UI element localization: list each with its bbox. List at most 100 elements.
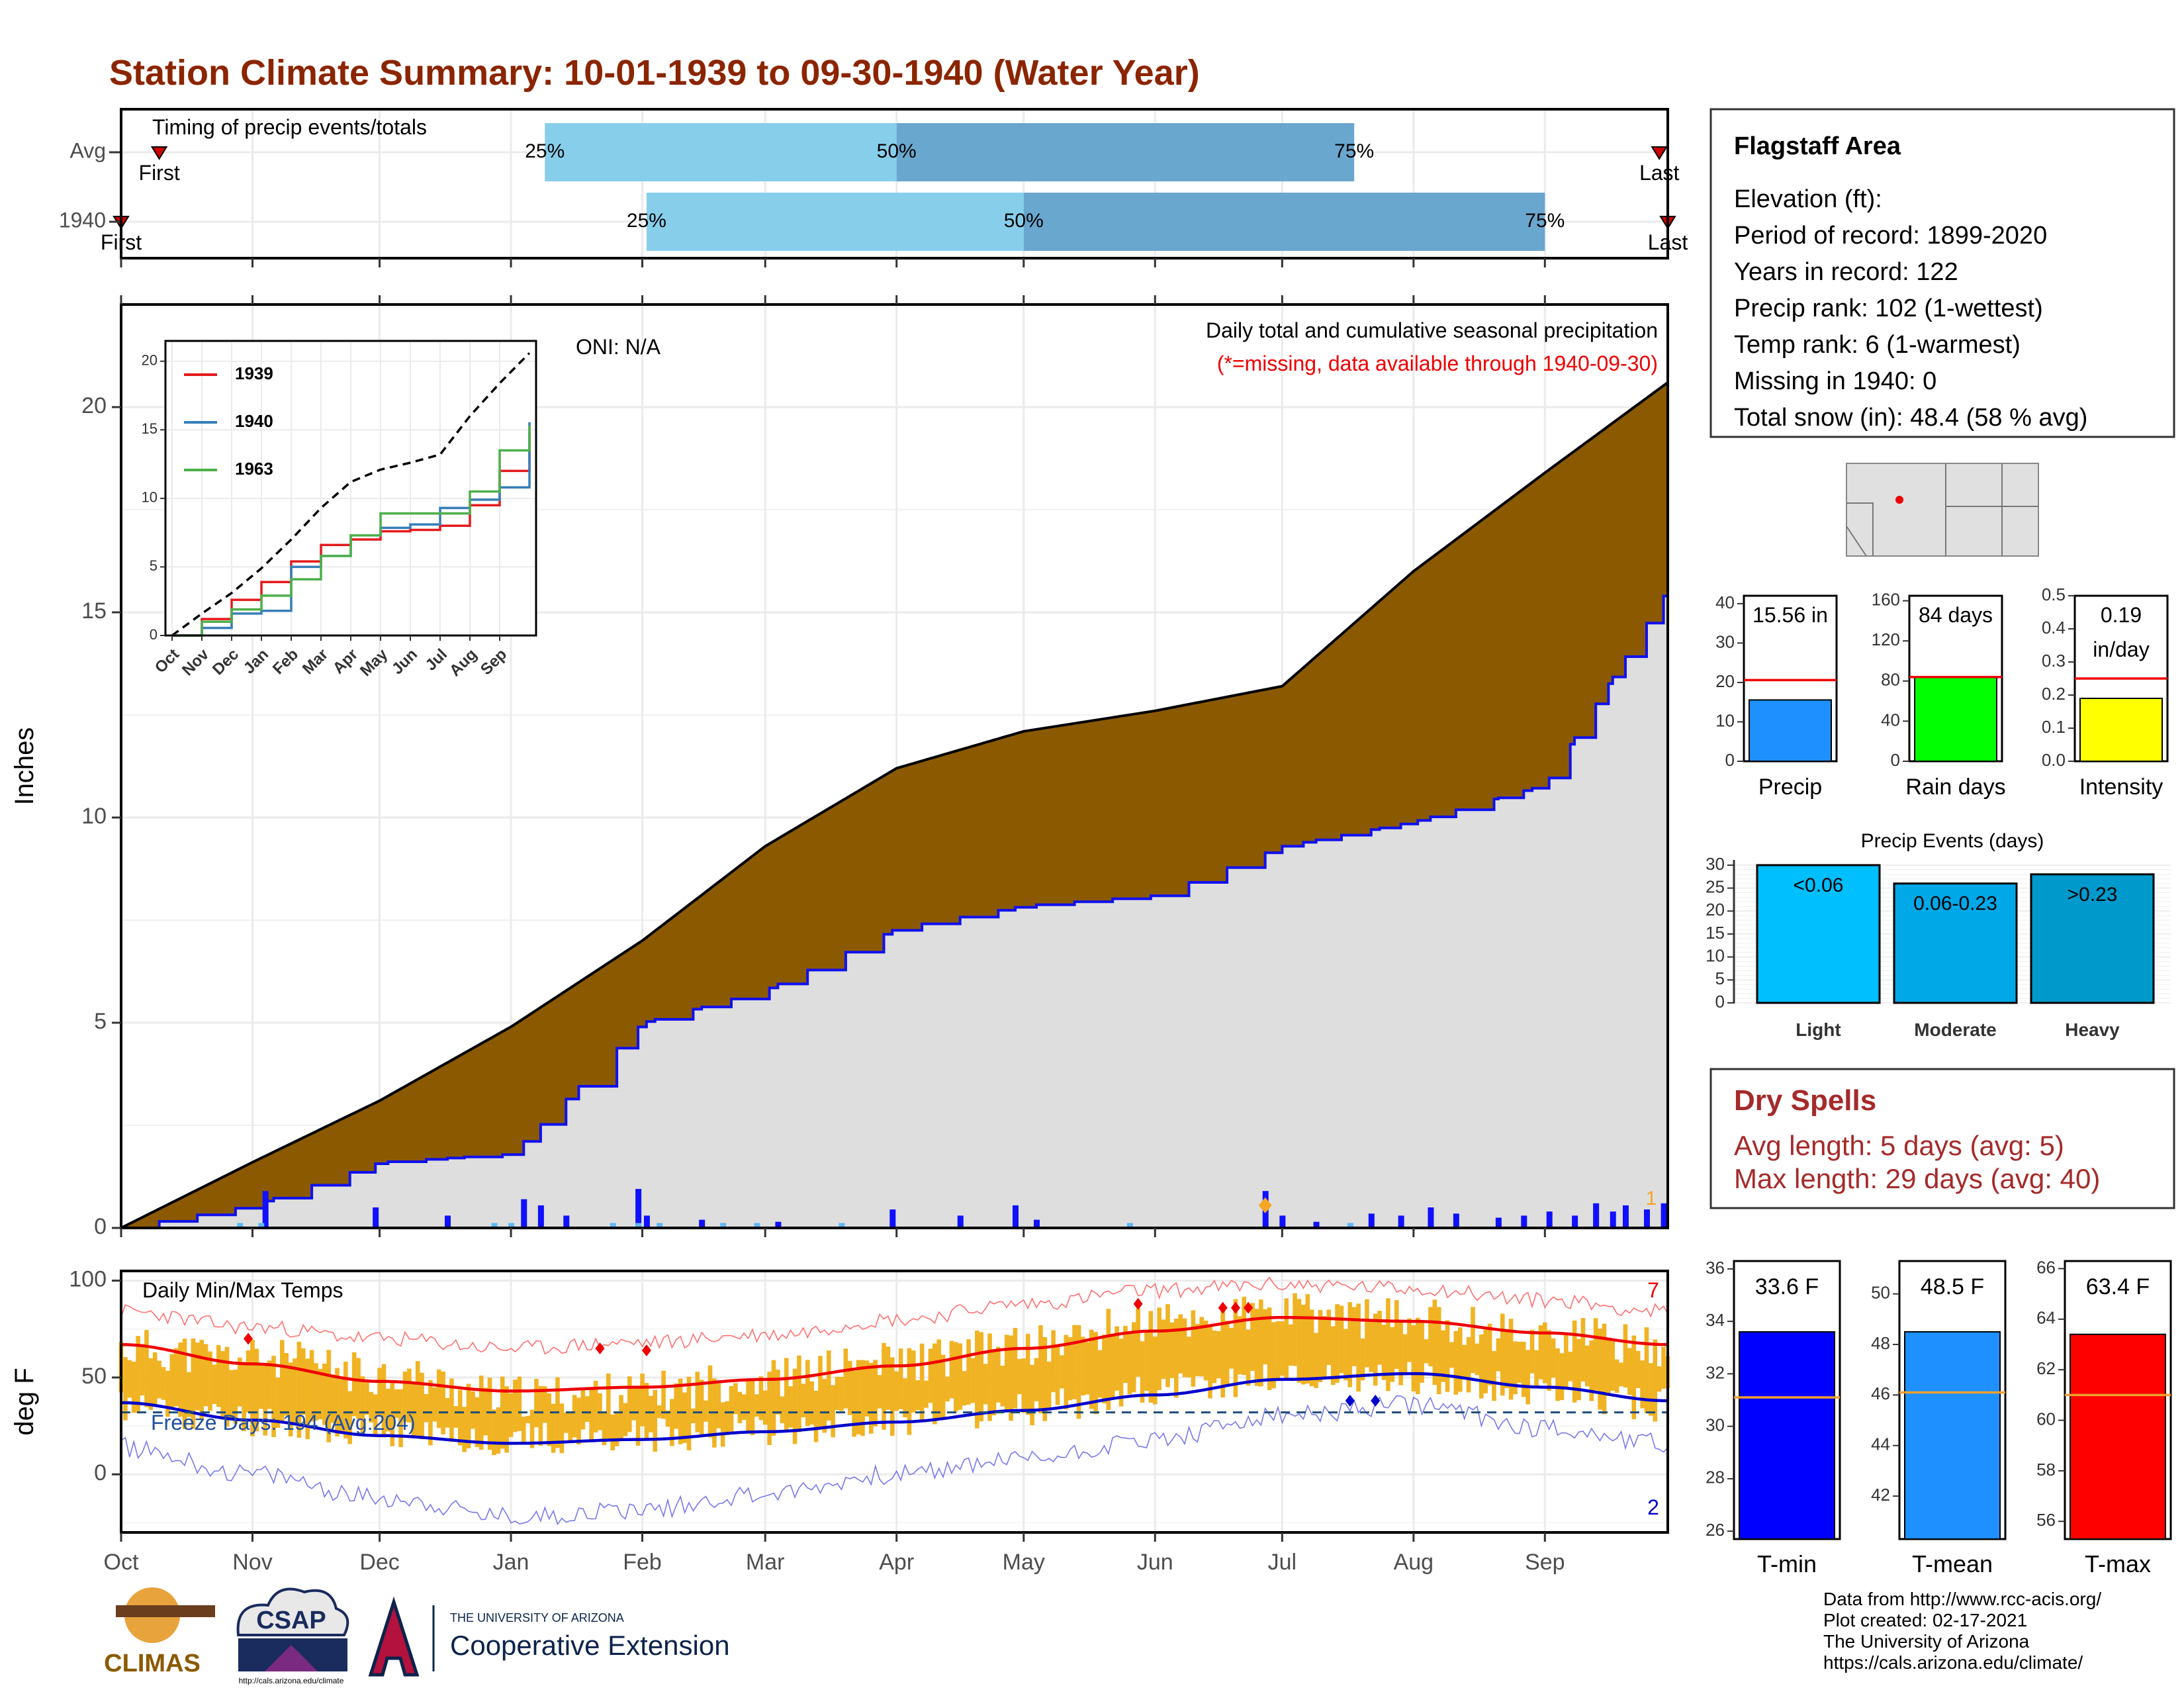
temp-y-tick-label: 0 xyxy=(94,1460,107,1485)
daily-temp-range xyxy=(1089,1329,1094,1409)
inset-legend-label: 1963 xyxy=(235,459,273,479)
daily-temp-range xyxy=(797,1355,801,1432)
timing-panel-title: Timing of precip events/totals xyxy=(152,115,427,139)
gauge-y-tick-label: 0.2 xyxy=(2042,684,2066,704)
daily-temp-range xyxy=(1093,1332,1098,1415)
daily-snow-mark xyxy=(720,1223,727,1228)
daily-temp-range xyxy=(1500,1313,1505,1396)
daily-temp-range xyxy=(1072,1325,1077,1399)
daily-temp-range xyxy=(860,1360,865,1436)
daily-temp-range xyxy=(1042,1336,1048,1421)
footer-line: https://cals.arizona.edu/climate/ xyxy=(1823,1652,2083,1673)
timing-first-label: First xyxy=(139,161,180,185)
inset-y-tick-label: 0 xyxy=(150,626,158,643)
daily-precip-bar xyxy=(262,1191,269,1228)
daily-snow-mark xyxy=(657,1223,663,1228)
temp-gauge-y-tick-label: 58 xyxy=(2036,1460,2056,1479)
daily-precip-bar xyxy=(445,1215,451,1228)
daily-temp-range xyxy=(771,1360,776,1436)
freeze-days-label: Freeze Days: 194 (Avg:204) xyxy=(151,1411,416,1434)
daily-precip-bar xyxy=(1593,1203,1600,1228)
daily-temp-range xyxy=(729,1385,734,1432)
events-title: Precip Events (days) xyxy=(1861,830,2044,852)
daily-temp-range xyxy=(411,1382,416,1436)
daily-temp-range xyxy=(1402,1334,1408,1373)
daily-temp-range xyxy=(318,1368,323,1420)
daily-precip-bar xyxy=(1495,1217,1502,1228)
gauge-bar-rain-days xyxy=(1914,676,1997,763)
gauge-y-tick-label: 0.1 xyxy=(2042,717,2066,737)
gauge-y-tick-label: 40 xyxy=(1881,710,1900,729)
daily-temp-range xyxy=(242,1362,246,1432)
daily-temp-range xyxy=(1208,1325,1212,1399)
daily-temp-range xyxy=(1178,1314,1183,1374)
month-tick-label: Sep xyxy=(1525,1550,1565,1575)
daily-precip-bar xyxy=(643,1215,650,1228)
daily-temp-range xyxy=(868,1362,874,1434)
events-y-tick-label: 10 xyxy=(1706,946,1725,966)
daily-temp-range xyxy=(894,1371,899,1411)
daily-temp-range xyxy=(762,1390,768,1425)
daily-temp-range xyxy=(157,1360,161,1399)
daily-temp-range xyxy=(882,1342,886,1430)
locator-map-border-sw xyxy=(1846,526,1867,557)
station-info-line: Total snow (in): 48.4 (58 % avg) xyxy=(1734,404,2087,432)
daily-temp-range xyxy=(1614,1359,1619,1393)
temp-gauge-y-tick-label: 30 xyxy=(1706,1415,1725,1434)
daily-temp-range xyxy=(1534,1350,1539,1387)
daily-temp-range xyxy=(377,1368,382,1417)
daily-temp-range xyxy=(1351,1307,1357,1366)
inset-y-tick-label: 15 xyxy=(142,420,158,437)
daily-temp-range xyxy=(559,1403,565,1454)
precip-y-tick-label: 20 xyxy=(81,393,107,418)
daily-temp-range xyxy=(640,1374,645,1427)
daily-temp-range xyxy=(1293,1293,1297,1366)
daily-temp-range xyxy=(1496,1338,1501,1372)
ua-logo-small: THE UNIVERSITY OF ARIZONA xyxy=(450,1611,624,1624)
daily-temp-range xyxy=(924,1380,929,1408)
daily-temp-range xyxy=(394,1389,399,1419)
temp-gauge-bar-t-max xyxy=(2070,1333,2166,1540)
daily-temp-range xyxy=(1140,1341,1145,1403)
gauge-y-tick-label: 0.5 xyxy=(2042,585,2066,604)
daily-temp-range xyxy=(178,1342,183,1417)
timing-q50-label: 50% xyxy=(1004,210,1044,232)
temp-gauge-y-tick-label: 64 xyxy=(2036,1308,2056,1328)
timing-q25-label: 25% xyxy=(525,140,565,162)
daily-temp-range xyxy=(1619,1362,1623,1387)
daily-temp-range xyxy=(492,1409,496,1456)
daily-temp-range xyxy=(661,1370,666,1419)
timing-row-label: 1940 xyxy=(59,208,106,232)
daily-temp-range xyxy=(1229,1327,1234,1369)
daily-temp-range xyxy=(1144,1331,1149,1391)
gauge-value-label: 15.56 in xyxy=(1752,603,1828,627)
daily-temp-range xyxy=(1238,1316,1242,1375)
temp-gauge-y-tick-label: 34 xyxy=(1706,1310,1725,1330)
month-tick-label: Dec xyxy=(359,1550,399,1575)
daily-temp-range xyxy=(1487,1323,1492,1385)
daily-temp-range xyxy=(1182,1318,1187,1378)
daily-temp-range xyxy=(513,1380,518,1432)
timing-q75-label: 75% xyxy=(1525,210,1565,232)
precip-missing-note: (*=missing, data available through 1940-… xyxy=(1217,352,1658,375)
daily-temp-range xyxy=(1339,1305,1344,1374)
daily-temp-range xyxy=(386,1389,390,1432)
daily-temp-range xyxy=(1479,1334,1484,1399)
daily-temp-range xyxy=(390,1383,395,1446)
daily-temp-range xyxy=(776,1369,780,1415)
daily-temp-range xyxy=(233,1370,238,1424)
daily-temp-range xyxy=(314,1363,318,1421)
temp-gauge-value-label: 63.4 F xyxy=(2086,1274,2150,1299)
daily-temp-range xyxy=(1529,1329,1535,1374)
daily-temp-range xyxy=(517,1376,522,1431)
daily-temp-range xyxy=(288,1362,293,1436)
inset-legend-label: 1940 xyxy=(235,411,273,431)
daily-precip-bar xyxy=(1428,1207,1434,1228)
daily-temp-range xyxy=(826,1350,831,1421)
daily-temp-range xyxy=(835,1376,840,1411)
daily-temp-range xyxy=(521,1417,526,1444)
daily-temp-range xyxy=(1115,1326,1119,1391)
record-high-count: 7 xyxy=(1647,1278,1659,1302)
daily-temp-range xyxy=(580,1388,586,1430)
